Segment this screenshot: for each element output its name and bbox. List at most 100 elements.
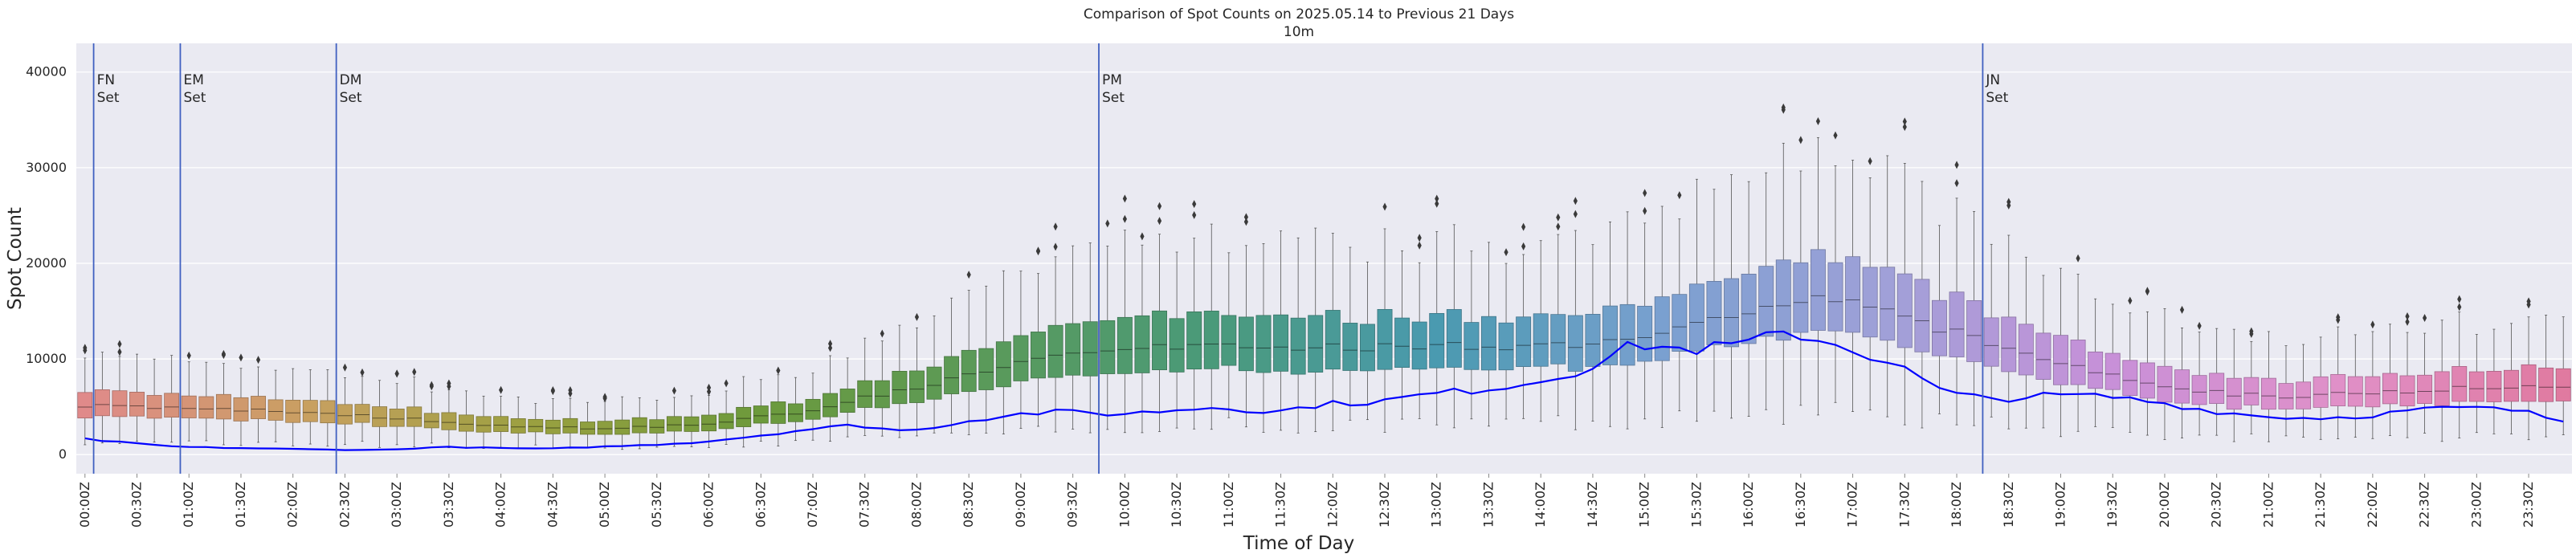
x-axis-ticks: 00:00Z 00:30Z 01:00Z 01:30Z 02:00Z 02:30Z 03:0… [77, 474, 2536, 527]
box [1688, 283, 1704, 352]
box [94, 389, 110, 417]
x-tick-label: 08:30Z [961, 482, 976, 527]
box [1498, 322, 1514, 371]
x-tick-label: 09:30Z [1065, 482, 1080, 527]
outlier-marker [724, 379, 729, 388]
y-tick-label: 10000 [26, 351, 67, 366]
x-tick-label: 15:30Z [1688, 482, 1704, 527]
today-line [84, 330, 2564, 451]
x-tick-label: 00:30Z [129, 482, 145, 527]
box [562, 417, 578, 434]
box [1654, 296, 1670, 361]
box [528, 418, 544, 433]
x-tick-label: 05:00Z [597, 482, 612, 527]
x-tick-label: 06:30Z [753, 482, 768, 527]
outlier-marker [186, 351, 191, 360]
outlier-marker [966, 271, 971, 279]
outlier-marker [1902, 117, 1907, 126]
y-tick-label: 20000 [26, 255, 67, 271]
box [736, 406, 752, 427]
x-tick-label: 12:30Z [1377, 482, 1392, 527]
outlier-marker [2405, 312, 2410, 321]
box [2018, 324, 2034, 376]
box [995, 341, 1011, 388]
y-tick-label: 40000 [26, 64, 67, 79]
box [1464, 322, 1480, 370]
set-line-label: JN [1985, 72, 2000, 88]
outlier-marker [880, 329, 884, 338]
outlier-marker [1035, 246, 1041, 255]
x-tick-label: 13:30Z [1480, 482, 1496, 527]
x-tick-label: 08:00Z [908, 482, 924, 527]
set-line-label: Set [1986, 90, 2008, 106]
x-tick-label: 19:00Z [2052, 482, 2068, 527]
outlier-marker [1157, 217, 1162, 226]
outlier-marker [1798, 136, 1803, 145]
box [1255, 315, 1272, 373]
box [129, 392, 145, 417]
box [1810, 249, 1826, 331]
outlier-marker [1573, 210, 1578, 218]
box [1637, 305, 1653, 362]
outlier-marker [1122, 214, 1127, 223]
outlier-marker [1781, 103, 1786, 112]
today-series [84, 330, 2564, 451]
box [1203, 311, 1219, 369]
box [839, 389, 855, 413]
outlier-marker [1435, 194, 1439, 203]
box [2555, 368, 2571, 401]
box [2417, 374, 2433, 404]
box [1602, 305, 1618, 365]
chart-title: Comparison of Spot Counts on 2025.05.14 … [1084, 6, 1514, 22]
box [597, 421, 613, 435]
outlier-marker [1815, 116, 1821, 125]
outlier-marker [1556, 213, 1561, 222]
box [614, 419, 631, 435]
x-tick-label: 10:00Z [1117, 482, 1132, 527]
box [233, 397, 249, 422]
box [1221, 315, 1237, 366]
box [441, 412, 457, 430]
box [1359, 324, 1375, 372]
outlier-marker [2076, 254, 2080, 263]
box [1758, 266, 1774, 337]
box [1290, 317, 1306, 375]
box [2053, 335, 2068, 385]
set-line-label: Set [183, 90, 206, 106]
x-tick-label: 17:30Z [1896, 482, 1912, 527]
box [770, 401, 786, 424]
outlier-marker [1105, 219, 1110, 228]
box [805, 398, 821, 420]
box [2122, 360, 2138, 397]
outlier-marker [1521, 222, 1526, 231]
box [1706, 281, 1722, 345]
outlier-marker [1556, 222, 1561, 231]
outlier-marker [447, 379, 451, 388]
chart-subtitle: 10m [1284, 24, 1314, 40]
box [1117, 316, 1133, 374]
box [2399, 375, 2415, 407]
x-tick-label: 11:00Z [1221, 482, 1236, 527]
box [1273, 314, 1289, 372]
outlier-marker [2249, 329, 2254, 338]
outlier-marker [2145, 287, 2149, 295]
box [267, 399, 284, 421]
box [2070, 340, 2086, 385]
box [1377, 308, 1393, 370]
box [1047, 324, 1063, 378]
outlier-marker [2457, 295, 2462, 303]
outlier-series [83, 103, 2531, 403]
x-tick-label: 10:30Z [1169, 482, 1184, 527]
box [666, 416, 682, 432]
x-tick-label: 04:30Z [545, 482, 560, 527]
outlier-marker [342, 363, 348, 372]
x-tick-label: 04:00Z [493, 482, 508, 527]
outlier-marker [706, 383, 712, 392]
outlier-marker [499, 385, 504, 394]
box [1741, 274, 1757, 344]
outlier-marker [1643, 206, 1647, 215]
box [2278, 383, 2294, 409]
box [787, 403, 803, 422]
box [2365, 376, 2381, 408]
box [1065, 323, 1081, 376]
